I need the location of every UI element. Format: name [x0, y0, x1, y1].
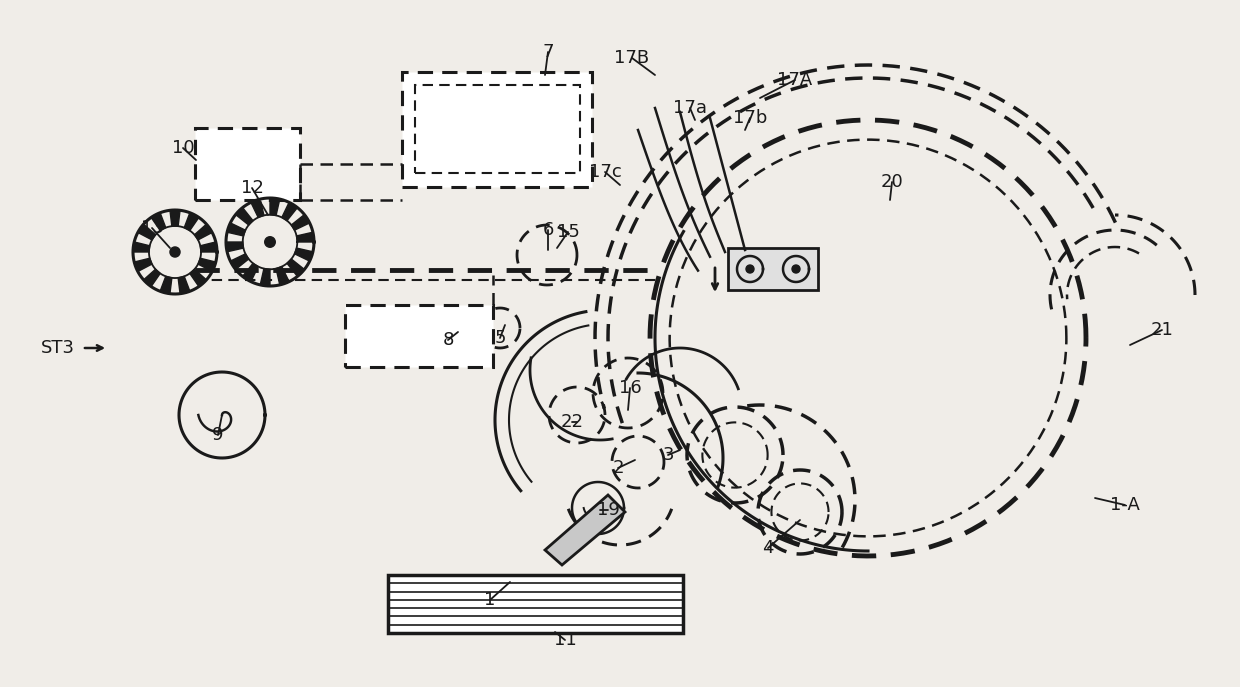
Text: 3: 3	[662, 446, 673, 464]
Polygon shape	[198, 258, 216, 271]
Polygon shape	[546, 495, 625, 565]
Text: 9: 9	[212, 426, 223, 444]
Polygon shape	[250, 199, 264, 217]
Polygon shape	[295, 248, 312, 261]
Text: 19: 19	[596, 501, 620, 519]
Text: ST3: ST3	[41, 339, 74, 357]
Text: 20: 20	[880, 173, 904, 191]
Circle shape	[746, 265, 754, 273]
Text: 17A: 17A	[777, 71, 812, 89]
Polygon shape	[133, 242, 150, 252]
Polygon shape	[138, 224, 155, 240]
Polygon shape	[782, 256, 808, 282]
Polygon shape	[195, 224, 212, 240]
Bar	[195, 128, 300, 200]
Text: 16: 16	[619, 379, 641, 397]
Polygon shape	[160, 276, 172, 294]
Circle shape	[792, 265, 800, 273]
Text: 10: 10	[171, 139, 195, 157]
Text: 17a: 17a	[673, 99, 707, 117]
Polygon shape	[226, 242, 243, 252]
Polygon shape	[185, 213, 198, 231]
Text: 8: 8	[443, 331, 454, 349]
Polygon shape	[286, 259, 304, 276]
Polygon shape	[296, 232, 314, 242]
Polygon shape	[227, 223, 246, 236]
Polygon shape	[281, 203, 298, 221]
Text: 7: 7	[542, 43, 554, 61]
Text: 1: 1	[485, 591, 496, 609]
Text: 22: 22	[560, 413, 584, 431]
Polygon shape	[144, 269, 160, 286]
Bar	[415, 85, 580, 173]
Polygon shape	[151, 213, 166, 231]
Polygon shape	[179, 276, 190, 294]
Polygon shape	[243, 263, 258, 282]
Polygon shape	[291, 214, 310, 230]
Polygon shape	[201, 242, 217, 252]
Polygon shape	[231, 254, 249, 269]
Text: 21: 21	[1151, 321, 1173, 339]
Bar	[388, 575, 683, 633]
Text: 11: 11	[553, 631, 577, 649]
Text: 4: 4	[763, 539, 774, 557]
Polygon shape	[260, 269, 270, 286]
Text: 17B: 17B	[615, 49, 650, 67]
Bar	[728, 248, 818, 290]
Circle shape	[170, 247, 180, 257]
Polygon shape	[737, 256, 763, 282]
Text: 1-A: 1-A	[1110, 496, 1140, 514]
Text: 6: 6	[542, 221, 554, 239]
Text: 5: 5	[495, 329, 506, 347]
Text: 13: 13	[140, 219, 164, 237]
Text: 17c: 17c	[589, 163, 621, 181]
Text: 17b: 17b	[733, 109, 768, 127]
Polygon shape	[170, 210, 180, 226]
Polygon shape	[270, 198, 280, 216]
Polygon shape	[277, 267, 289, 285]
Polygon shape	[190, 269, 206, 286]
Text: 12: 12	[241, 179, 263, 197]
Text: 15: 15	[557, 223, 579, 241]
Text: 2: 2	[613, 459, 624, 477]
Bar	[345, 305, 494, 367]
Polygon shape	[236, 207, 253, 225]
Bar	[402, 72, 591, 187]
Polygon shape	[134, 258, 153, 271]
Circle shape	[264, 237, 275, 247]
